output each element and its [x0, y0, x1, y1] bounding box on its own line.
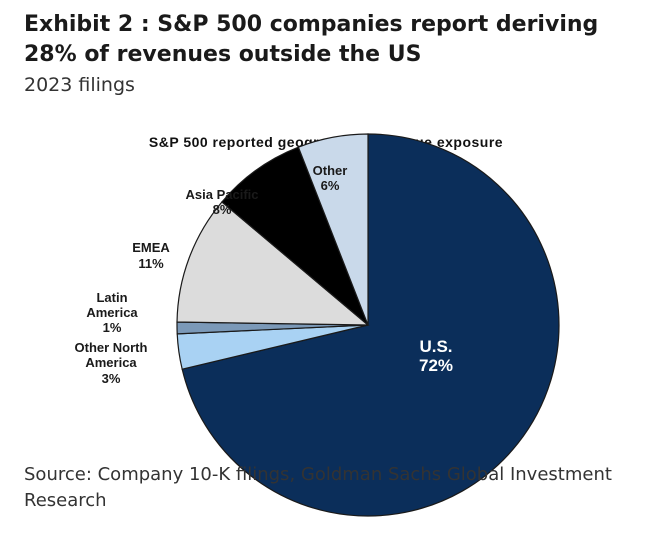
svg-text:Latin: Latin — [96, 290, 127, 305]
pie-slice-emea — [176, 201, 370, 326]
label-asia-pacific-value: 8% — [213, 202, 232, 217]
label-other-north-america-value: 3% — [102, 371, 121, 386]
label-emea-value: 11% — [138, 256, 164, 271]
source-note: Source: Company 10-K filings, Goldman Sa… — [24, 464, 612, 511]
pie-slice-asia-pacific — [221, 146, 369, 326]
svg-text:America: America — [86, 305, 138, 320]
label-asia-pacific: Asia Pacific 8% — [186, 187, 259, 217]
label-latin-america: Latin America 1% — [86, 290, 138, 335]
pie-slice-u-s — [181, 133, 560, 517]
pie-slices — [176, 133, 560, 517]
label-other: Other 6% — [313, 163, 348, 193]
svg-text:America: America — [85, 355, 137, 370]
label-emea-name: EMEA — [132, 240, 170, 255]
svg-text:Other North: Other North — [75, 340, 148, 355]
label-asia-pacific-name: Asia Pacific — [186, 187, 259, 202]
exhibit-title: Exhibit 2 : S&P 500 companies report der… — [24, 12, 599, 67]
label-latin-america-value: 1% — [103, 320, 122, 335]
label-other-north-america: Other North America 3% — [75, 340, 148, 386]
label-us: U.S. 72% — [419, 337, 453, 375]
label-us-name: U.S. — [419, 337, 452, 356]
label-other-value: 6% — [321, 178, 340, 193]
pie-slice-other — [297, 133, 369, 326]
label-other-name: Other — [313, 163, 348, 178]
label-emea: EMEA 11% — [132, 240, 170, 271]
label-us-value: 72% — [419, 356, 453, 375]
exhibit-subtitle: 2023 filings — [24, 74, 135, 96]
